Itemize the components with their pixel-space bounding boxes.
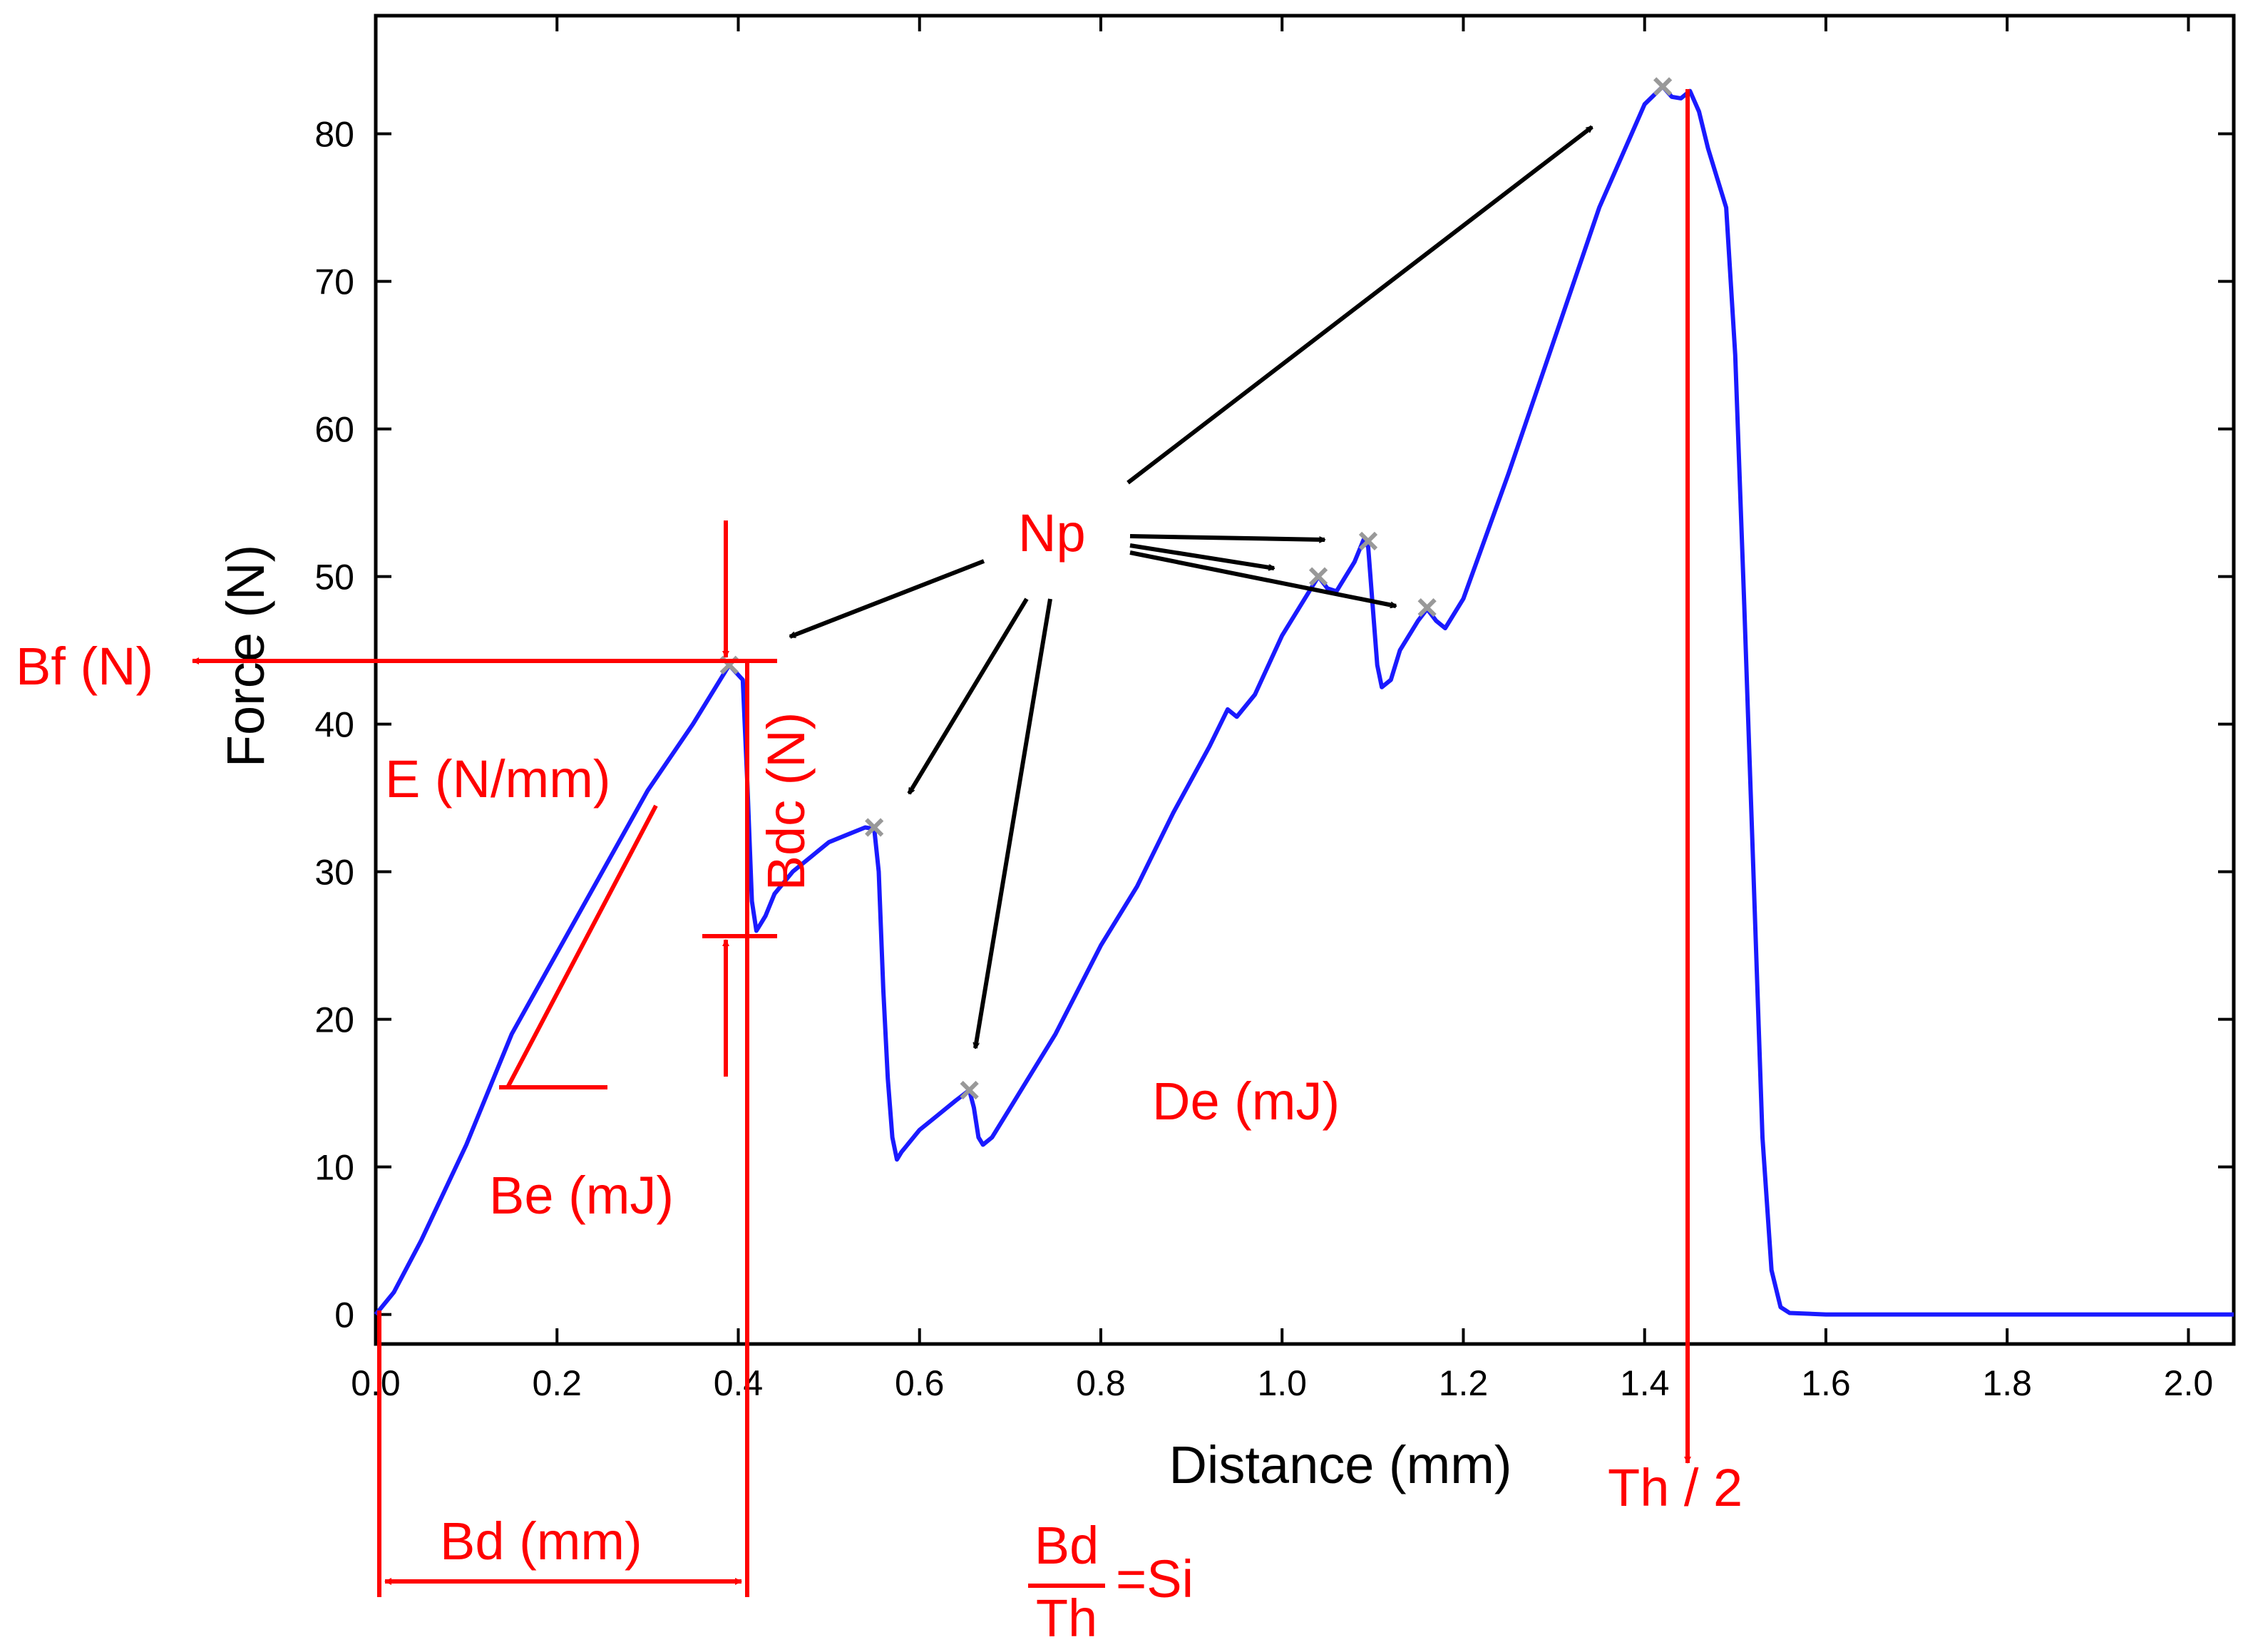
np-label: Np [1018,503,1086,563]
e-label: E (N/mm) [385,749,611,809]
x-tick-label: 0.0 [351,1363,401,1403]
y-tick-label: 60 [314,410,354,450]
peak-marker [1417,597,1437,617]
red-annotation-lines [192,89,1691,1597]
y-tick-label: 10 [314,1148,354,1188]
de-label: De (mJ) [1152,1072,1340,1131]
si-denominator: Th [1036,1589,1097,1648]
np-arrow-peak-6 [1129,550,1396,606]
np-arrows [790,125,1592,1048]
slope-line [505,804,658,1089]
y-tick-label: 0 [334,1296,354,1335]
peak-marker [865,818,884,837]
annotation-labels: Bf (N) E (N/mm) Bdc (N) Be (mJ) Np De (m… [16,503,1743,1648]
si-result: =Si [1116,1549,1194,1609]
y-axis-title: Force (N) [216,545,275,767]
y-tick-label: 20 [314,1000,354,1040]
x-tick-label: 0.2 [532,1363,582,1403]
np-arrow-peak-7 [1126,125,1592,485]
x-axis-title: Distance (mm) [1169,1435,1512,1494]
x-tick-label: 1.8 [1982,1363,2032,1403]
bf-label: Bf (N) [16,637,153,696]
np-arrow-peak-2 [907,597,1029,794]
np-arrow-peak-1 [790,559,985,639]
th-half-label: Th / 2 [1608,1458,1743,1517]
si-numerator: Bd [1035,1516,1099,1575]
y-tick-label: 50 [314,558,354,597]
x-tick-label: 1.0 [1257,1363,1307,1403]
y-tick-label: 80 [314,115,354,155]
peak-marker [1308,567,1328,586]
x-axis-ticks: 0.0 0.2 0.4 0.6 0.8 1.0 1.2 1.4 1.6 1.8 2.0 [351,16,2213,1403]
np-arrow-peak-4 [1129,534,1325,540]
x-tick-label: 0.8 [1076,1363,1126,1403]
y-tick-label: 70 [314,262,354,302]
np-arrow-peak-5 [1129,543,1274,568]
np-arrow-peak-3 [975,598,1052,1048]
y-tick-label: 30 [314,853,354,893]
y-tick-label: 40 [314,705,354,745]
be-label: Be (mJ) [489,1166,674,1225]
x-tick-label: 1.2 [1439,1363,1489,1403]
plot-frame [374,14,2236,1346]
y-axis-ticks: 0 10 20 30 40 50 60 70 80 [314,115,2234,1335]
x-tick-label: 2.0 [2164,1363,2214,1403]
peak-marker [1653,77,1673,96]
peak-marker [960,1080,979,1100]
x-tick-label: 0.6 [895,1363,945,1403]
x-tick-label: 0.4 [714,1363,764,1403]
x-tick-label: 1.4 [1620,1363,1670,1403]
bdc-label: Bdc (N) [756,712,816,891]
peak-markers [719,77,1673,1100]
x-tick-label: 1.6 [1801,1363,1851,1403]
bd-label: Bd (mm) [440,1512,642,1571]
peak-marker [1358,531,1378,551]
